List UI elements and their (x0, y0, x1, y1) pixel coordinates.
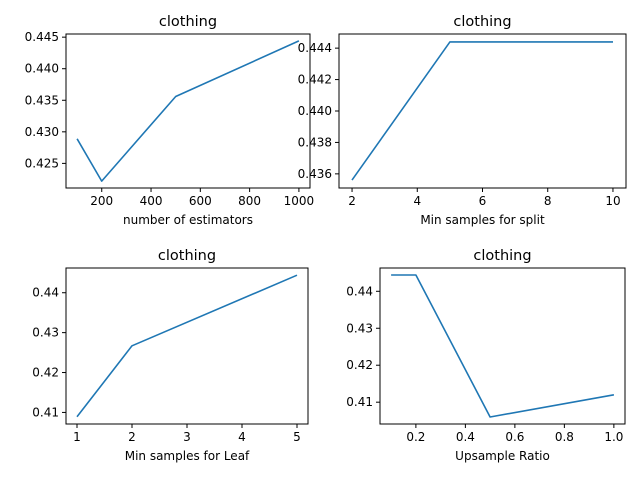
series-line (351, 41, 613, 181)
y-tick-label: 0.42 (32, 366, 59, 380)
axes-frame (379, 267, 626, 425)
x-tick-label: 0.6 (505, 430, 524, 444)
x-tick-label: 2 (128, 430, 136, 444)
x-tick-label: 0.2 (406, 430, 425, 444)
subplot-min-samples-leaf: clothing Min samples for Leaf 1 2 3 4 5 0.41 0… (32, 248, 309, 463)
y-tick-label: 0.43 (32, 326, 59, 340)
x-tick-label: 4 (413, 194, 421, 208)
axes-frame (65, 33, 311, 189)
chart-title: clothing (453, 14, 511, 30)
x-tick-label: 0.4 (456, 430, 475, 444)
axes-frame (338, 33, 627, 189)
y-tick-label: 0.435 (25, 93, 59, 107)
y-tick-label: 0.440 (25, 62, 59, 76)
x-axis-label: number of estimators (123, 213, 253, 227)
series-line (391, 274, 615, 418)
chart-title: clothing (473, 248, 531, 264)
x-tick-label: 4 (238, 430, 246, 444)
x-tick-label: 400 (140, 194, 163, 208)
series-line (76, 274, 298, 418)
x-tick-label: 1000 (284, 194, 315, 208)
x-axis-label: Min samples for Leaf (125, 449, 250, 463)
x-axis-label: Min samples for split (420, 213, 545, 227)
x-tick-label: 2 (348, 194, 356, 208)
y-tick-label: 0.43 (346, 321, 373, 335)
subplot-min-samples-split: clothing Min samples for split 2 4 6 8 10 0.4… (298, 14, 627, 227)
x-tick-label: 1 (73, 430, 81, 444)
y-tick-label: 0.440 (298, 104, 332, 118)
y-tick-label: 0.44 (32, 286, 59, 300)
chart-title: clothing (158, 248, 216, 264)
y-tick-label: 0.42 (346, 358, 373, 372)
chart-title: clothing (159, 14, 217, 30)
y-tick-label: 0.425 (25, 156, 59, 170)
x-tick-label: 8 (544, 194, 552, 208)
x-tick-label: 200 (90, 194, 113, 208)
y-tick-label: 0.41 (32, 405, 59, 419)
y-tick-label: 0.442 (298, 73, 332, 87)
y-tick-label: 0.436 (298, 167, 332, 181)
y-tick-label: 0.438 (298, 135, 332, 149)
subplot-upsample-ratio: clothing Upsample Ratio 0.2 0.4 0.6 0.8 1.0 0… (346, 248, 626, 463)
y-tick-label: 0.430 (25, 125, 59, 139)
subplot-estimators: clothing number of estimators 200 400 600 8… (25, 14, 315, 227)
axes-frame (65, 267, 309, 425)
x-tick-label: 600 (189, 194, 212, 208)
series-line (76, 40, 300, 182)
x-tick-label: 10 (605, 194, 620, 208)
y-tick-label: 0.445 (25, 30, 59, 44)
x-axis-label: Upsample Ratio (455, 449, 550, 463)
y-tick-label: 0.41 (346, 395, 373, 409)
x-tick-label: 6 (479, 194, 487, 208)
x-tick-label: 3 (183, 430, 191, 444)
y-tick-label: 0.44 (346, 284, 373, 298)
x-tick-label: 800 (238, 194, 261, 208)
x-tick-label: 5 (293, 430, 301, 444)
x-tick-label: 0.8 (555, 430, 574, 444)
y-tick-label: 0.444 (298, 41, 332, 55)
x-tick-label: 1.0 (604, 430, 623, 444)
